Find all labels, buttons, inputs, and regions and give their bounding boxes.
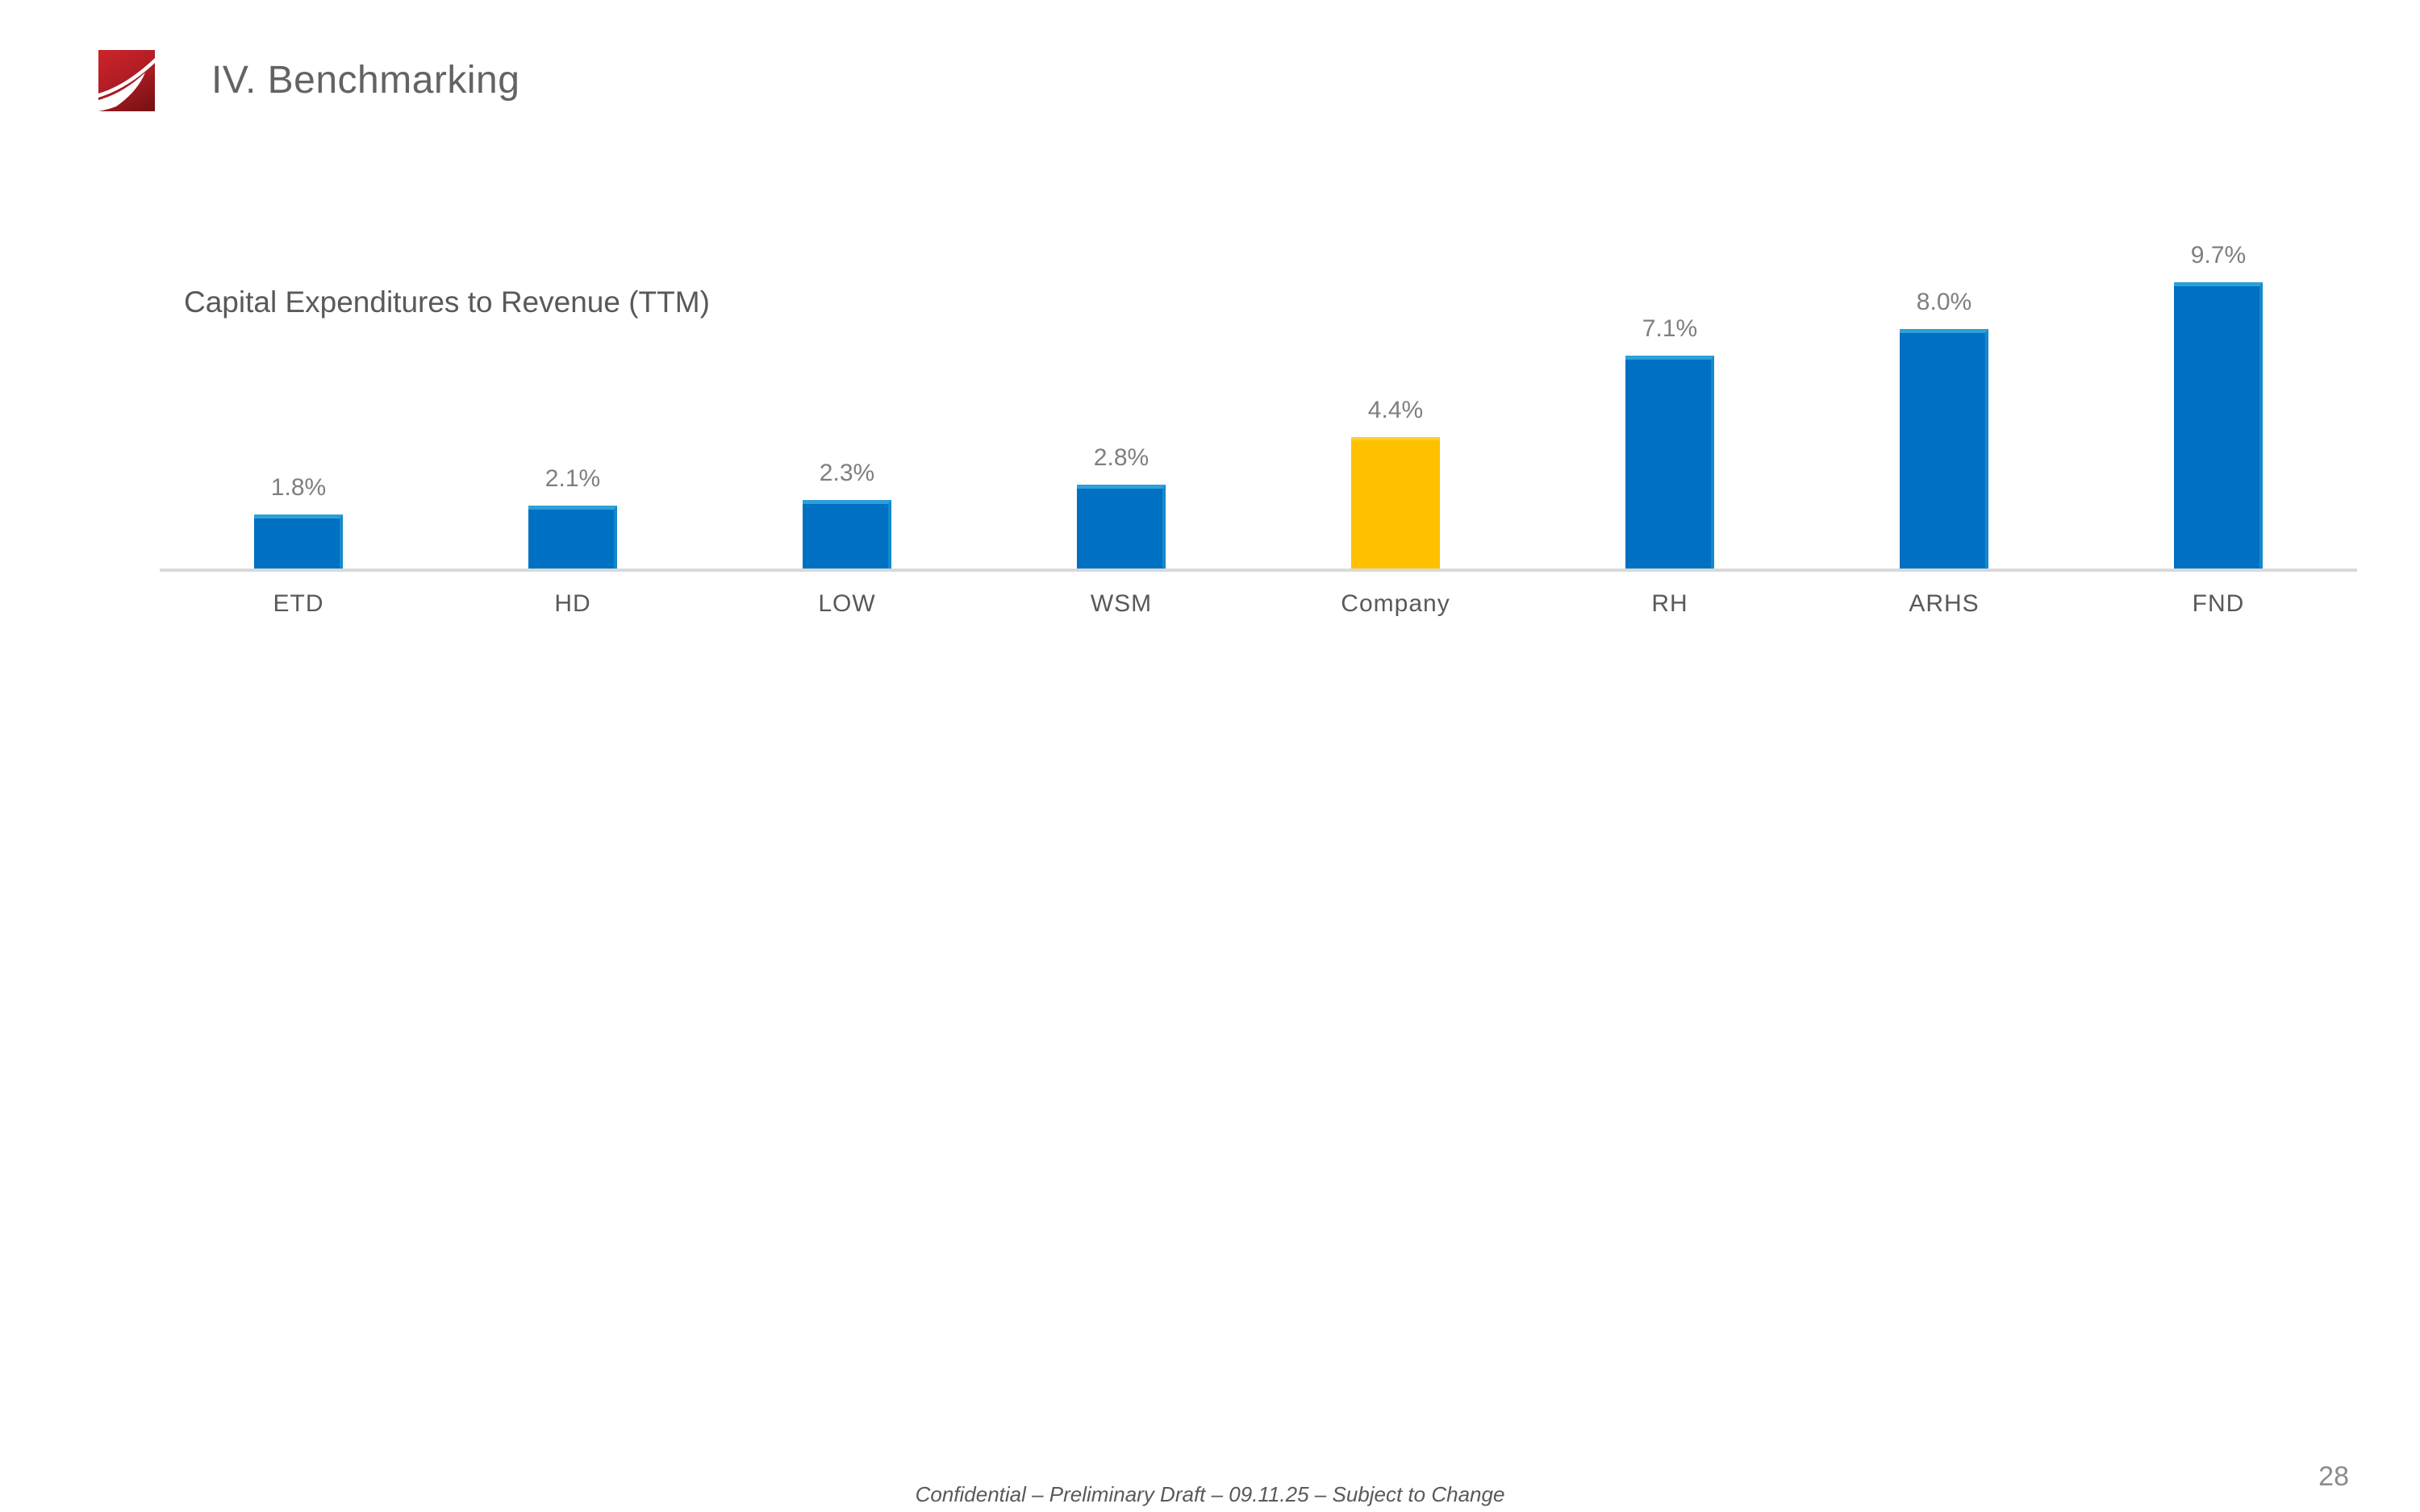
bar-LOW: [803, 499, 891, 569]
bar-Company: [1351, 436, 1440, 569]
bar-value-label-ARHS: 8.0%: [1916, 288, 1972, 315]
page-number: 28: [2318, 1461, 2349, 1492]
category-labels-row: ETD HD LOW WSM Company RH ARHS FND: [161, 590, 2355, 618]
category-label-FND: FND: [2192, 590, 2245, 617]
bar-value-label-LOW: 2.3%: [819, 459, 875, 486]
company-logo: [98, 50, 155, 111]
bar-group-HD: 2.1%: [436, 242, 710, 569]
bar-value-label-ETD: 1.8%: [270, 474, 327, 502]
bar-ETD: [254, 514, 343, 569]
red-swoosh-icon: [98, 50, 155, 111]
category-label-HD: HD: [554, 590, 591, 617]
bar-group-RH: 7.1%: [1533, 242, 1807, 569]
bar-HD: [528, 506, 617, 569]
category-label-ETD: ETD: [273, 590, 324, 617]
bar-RH: [1625, 356, 1714, 569]
bar-value-label-RH: 7.1%: [1642, 315, 1698, 343]
bar-ARHS: [1900, 328, 1988, 569]
slide-title: IV. Benchmarking: [211, 59, 520, 102]
bar-group-ARHS: 8.0%: [1807, 242, 2081, 569]
bar-group-Company: 4.4%: [1258, 242, 1533, 569]
category-label-WSM: WSM: [1090, 590, 1153, 617]
bar-WSM: [1077, 485, 1166, 569]
bar-group-LOW: 2.3%: [710, 242, 984, 569]
footer-text: Confidential – Preliminary Draft – 09.11…: [915, 1482, 1505, 1506]
bar-group-WSM: 2.8%: [984, 242, 1258, 569]
bar-chart: 1.8% 2.1% 2.3% 2.8% 4.4% 7.1% 8.0% 9.7%: [161, 242, 2355, 569]
x-axis-line: [160, 569, 2357, 572]
bar-value-label-FND: 9.7%: [2190, 242, 2247, 269]
bar-FND: [2174, 282, 2263, 569]
category-label-ARHS: ARHS: [1909, 590, 1980, 617]
bar-value-label-Company: 4.4%: [1367, 396, 1424, 423]
category-label-RH: RH: [1651, 590, 1688, 617]
category-label-Company: Company: [1341, 590, 1450, 617]
bar-group-FND: 9.7%: [2081, 242, 2355, 569]
bar-value-label-WSM: 2.8%: [1093, 444, 1150, 471]
bar-group-ETD: 1.8%: [161, 242, 436, 569]
category-label-LOW: LOW: [818, 590, 876, 617]
chart-title: Capital Expenditures to Revenue (TTM): [184, 285, 710, 319]
bar-value-label-HD: 2.1%: [544, 465, 601, 492]
